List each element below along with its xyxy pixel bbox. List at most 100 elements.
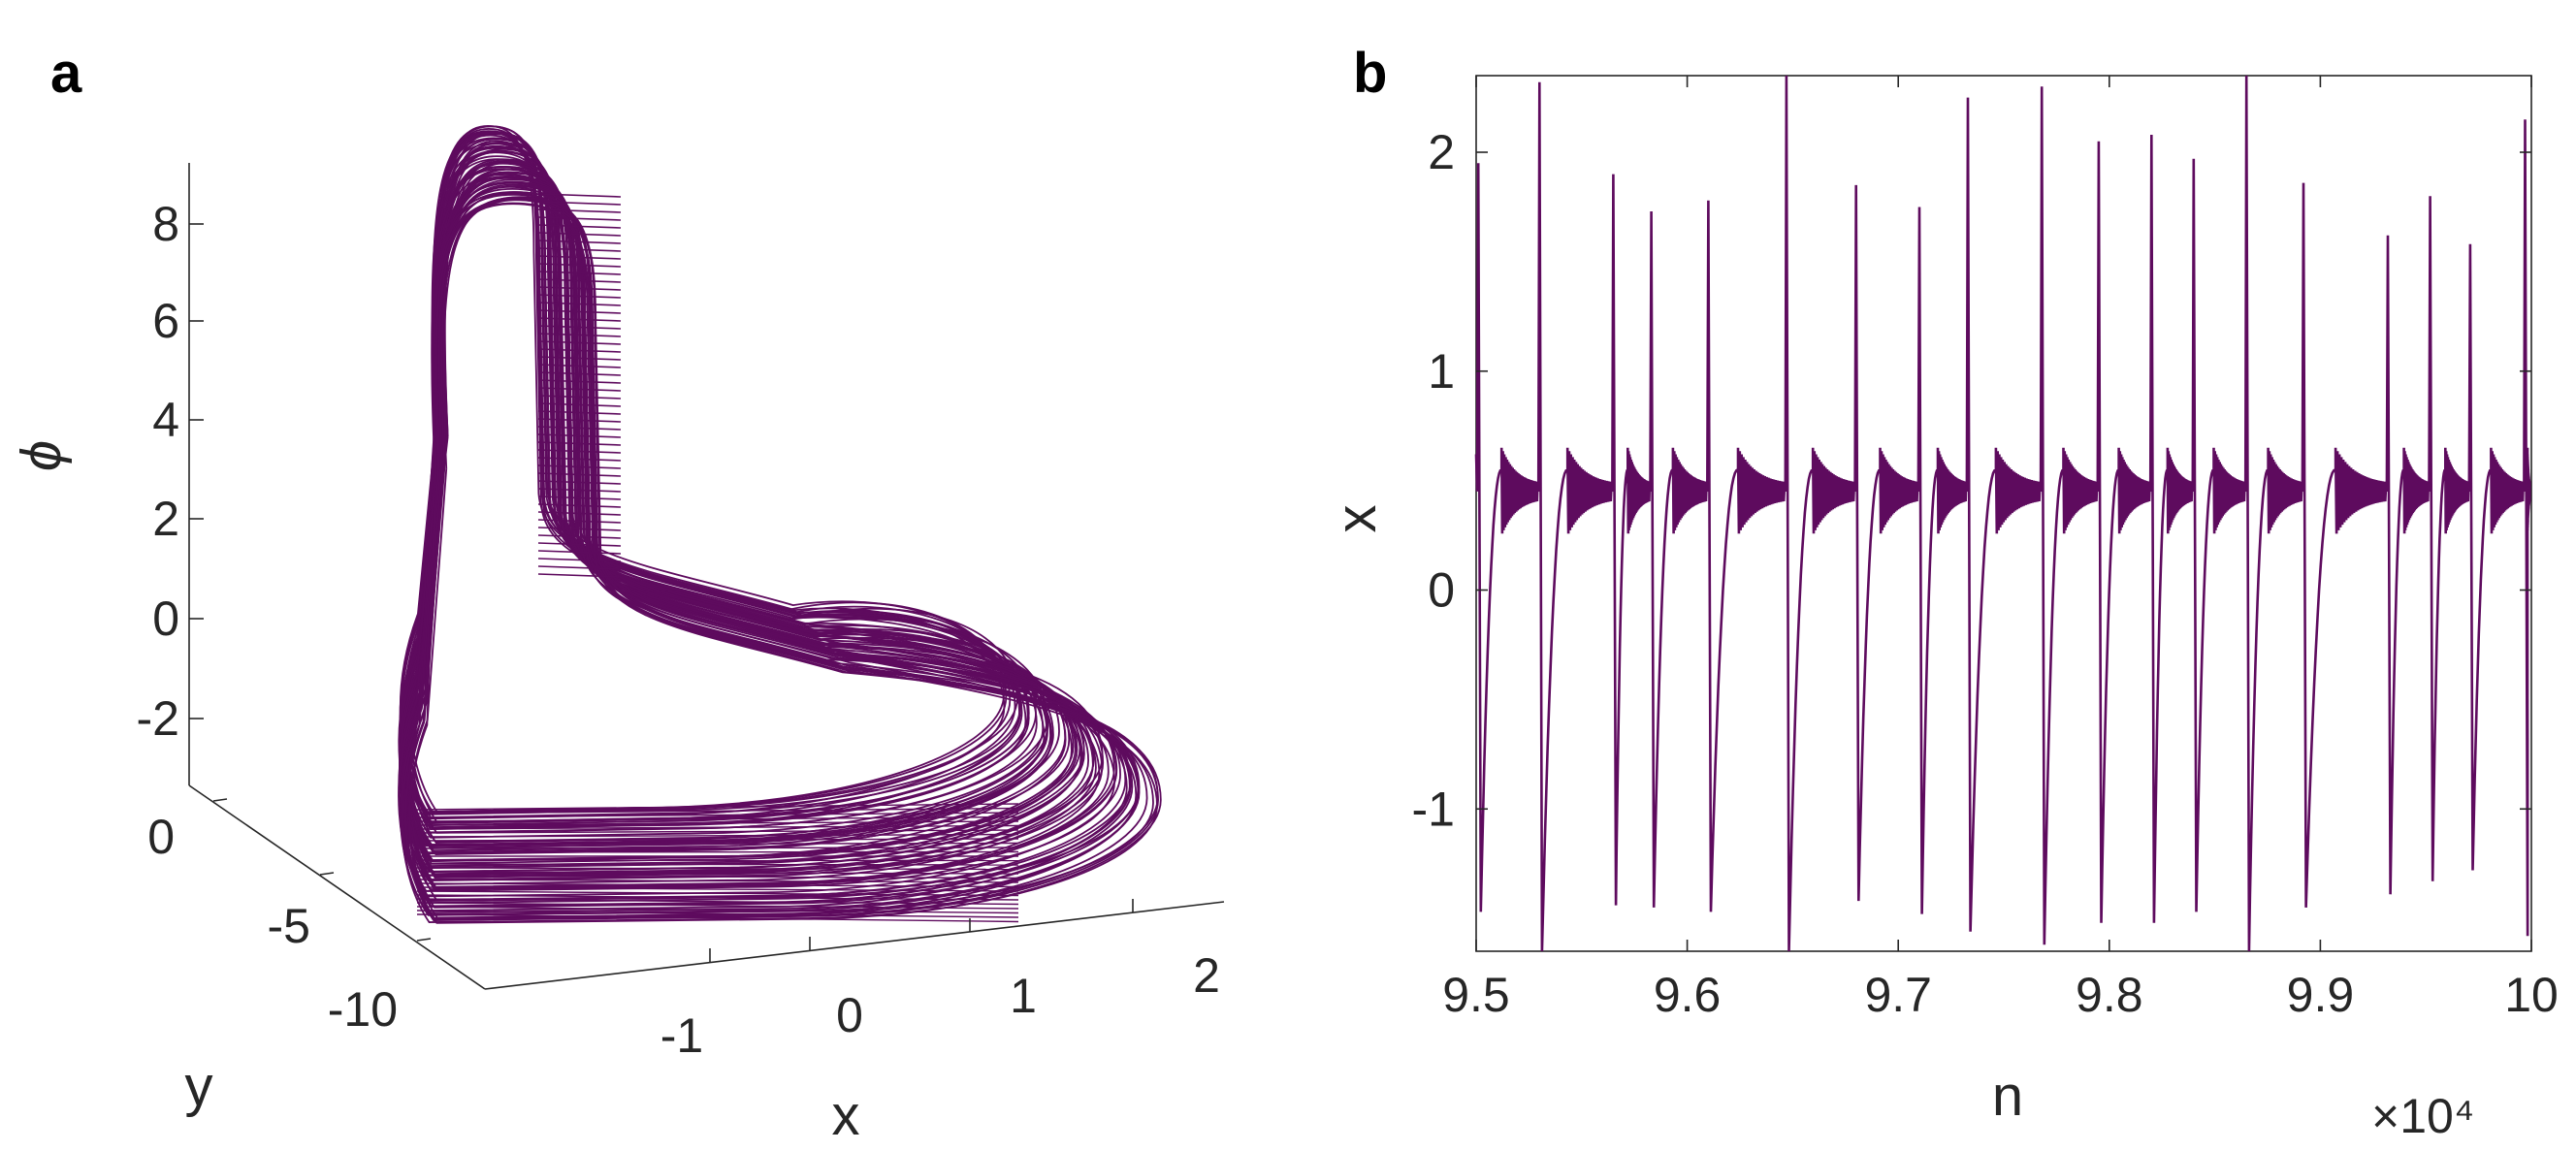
attractor-segment <box>537 441 622 446</box>
attractor-segment <box>416 882 1019 888</box>
attractor-loop <box>406 145 1048 844</box>
y-axis-label-b: x <box>1325 505 1388 533</box>
attractor-loop <box>400 144 1048 834</box>
attractor-loop <box>402 192 1141 902</box>
attractor-segment <box>537 488 622 493</box>
y-tick-label: 2 <box>1428 125 1455 179</box>
attractor-loop <box>408 130 1029 823</box>
timeseries-trace <box>1474 75 2531 952</box>
attractor-segment <box>537 565 622 570</box>
x-tick-label: 1 <box>1010 969 1037 1023</box>
attractor-segment <box>537 317 622 322</box>
y-tick-label: -1 <box>1412 782 1455 836</box>
attractor-segment <box>416 859 1019 862</box>
attractor-loop <box>402 161 1073 865</box>
attractor-segment <box>537 457 622 462</box>
attractor-segment <box>537 348 622 353</box>
attractor-segment <box>537 511 622 516</box>
y-tick-label: 0 <box>147 810 175 864</box>
x-axis-label-a: x <box>832 1084 860 1147</box>
attractor-loop <box>408 128 1018 813</box>
attractor-loop <box>402 192 1128 908</box>
attractor-loop <box>403 146 1048 846</box>
series-line <box>1474 75 2531 952</box>
attractor-segment <box>416 850 1019 853</box>
attractor-segment <box>537 472 622 477</box>
x-tick-label: 10 <box>2504 968 2559 1022</box>
attractor-segment <box>416 829 1019 834</box>
attractor-loop <box>398 180 1121 898</box>
x-tick-label: 9.7 <box>1864 968 1932 1022</box>
attractor-loop <box>399 147 1051 847</box>
y-tick-mark <box>416 938 432 942</box>
attractor-segment <box>416 824 1019 830</box>
attractor-loop <box>400 130 1012 820</box>
attractor-segment <box>416 890 1019 897</box>
attractor-segment <box>537 503 622 508</box>
attractor-loop <box>400 134 1021 815</box>
attractor-segment <box>537 534 622 539</box>
attractor-loop <box>403 174 1097 885</box>
y-axis-line <box>188 784 486 990</box>
attractor-segment <box>416 847 1019 849</box>
attractor-segment <box>537 519 622 524</box>
attractor-loop <box>403 140 1023 826</box>
attractor-segment <box>537 573 622 578</box>
attractor-loop <box>407 142 1049 844</box>
attractor-loop <box>402 161 1077 861</box>
y-tick-label: 0 <box>1428 563 1455 618</box>
attractor-segment <box>537 550 622 555</box>
attractor-segment <box>416 833 1019 838</box>
attractor-loop <box>398 185 1132 901</box>
attractor-loop <box>402 131 1021 818</box>
attractor-segment <box>537 232 622 237</box>
attractor-segment <box>537 302 622 306</box>
attractor-segment <box>416 898 1019 906</box>
y-tick-label: -10 <box>328 982 398 1037</box>
attractor-segment <box>416 902 1019 910</box>
attractor-loop <box>404 150 1071 853</box>
attractor-segment <box>537 340 622 345</box>
attractor-loop <box>404 125 1006 813</box>
attractor-loop <box>405 137 1020 830</box>
x-tick-label: 2 <box>1193 948 1220 1003</box>
attractor-segment <box>416 842 1019 846</box>
attractor-segment <box>537 240 622 244</box>
attractor-segment <box>537 263 622 268</box>
x-exponent-label: ×10⁴ <box>2371 1089 2474 1143</box>
z-tick-label: 4 <box>152 393 179 447</box>
attractor-segment <box>537 387 622 392</box>
attractor-segment <box>537 294 622 299</box>
attractor-segment <box>537 426 622 431</box>
x-tick-label: 9.8 <box>2076 968 2143 1022</box>
attractor-loop <box>399 166 1104 877</box>
attractor-segment <box>537 542 622 547</box>
attractor-loop <box>399 133 1016 824</box>
attractor-segment <box>537 216 622 221</box>
attractor-segment <box>416 906 1019 914</box>
attractor-segment <box>537 325 622 330</box>
attractor-loop <box>402 138 1027 830</box>
y-tick-mark <box>212 798 228 802</box>
attractor-segment <box>416 838 1019 842</box>
attractor-segment <box>416 879 1019 883</box>
attractor-segment <box>416 894 1019 901</box>
attractor-loop <box>402 142 1045 839</box>
x-tick-label: 9.9 <box>2287 968 2355 1022</box>
x-axis-line <box>484 901 1225 990</box>
attractor-segment <box>416 886 1019 892</box>
y-tick-label: 1 <box>1428 344 1455 399</box>
panel-a-letter: a <box>50 42 82 105</box>
z-tick-label: 0 <box>152 591 179 646</box>
attractor-segment <box>416 863 1019 866</box>
x-tick-label: -1 <box>660 1008 703 1063</box>
attractor-segment <box>416 820 1019 826</box>
attractor-loop <box>398 151 1046 847</box>
z-tick-label: 6 <box>152 294 179 348</box>
attractor-loop <box>399 125 1008 814</box>
attractor-loop <box>402 155 1060 847</box>
attractor-segment <box>537 449 622 454</box>
attractor-segment <box>537 333 622 337</box>
attractor-segment <box>537 379 622 384</box>
